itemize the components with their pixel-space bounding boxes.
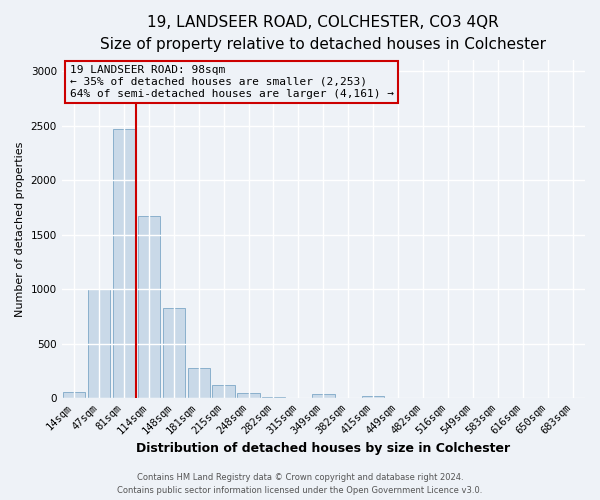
- Bar: [137, 216, 160, 398]
- Bar: [113, 129, 135, 398]
- Bar: [88, 289, 110, 398]
- Bar: [238, 393, 260, 398]
- Text: 19 LANDSEER ROAD: 98sqm
← 35% of detached houses are smaller (2,253)
64% of semi: 19 LANDSEER ROAD: 98sqm ← 35% of detache…: [70, 66, 394, 98]
- Text: Contains HM Land Registry data © Crown copyright and database right 2024.
Contai: Contains HM Land Registry data © Crown c…: [118, 474, 482, 495]
- Bar: [362, 396, 385, 398]
- Bar: [262, 397, 285, 398]
- X-axis label: Distribution of detached houses by size in Colchester: Distribution of detached houses by size …: [136, 442, 511, 455]
- Y-axis label: Number of detached properties: Number of detached properties: [15, 142, 25, 317]
- Title: 19, LANDSEER ROAD, COLCHESTER, CO3 4QR
Size of property relative to detached hou: 19, LANDSEER ROAD, COLCHESTER, CO3 4QR S…: [100, 15, 547, 52]
- Bar: [212, 385, 235, 398]
- Bar: [163, 308, 185, 398]
- Bar: [188, 368, 210, 398]
- Bar: [312, 394, 335, 398]
- Bar: [63, 392, 85, 398]
